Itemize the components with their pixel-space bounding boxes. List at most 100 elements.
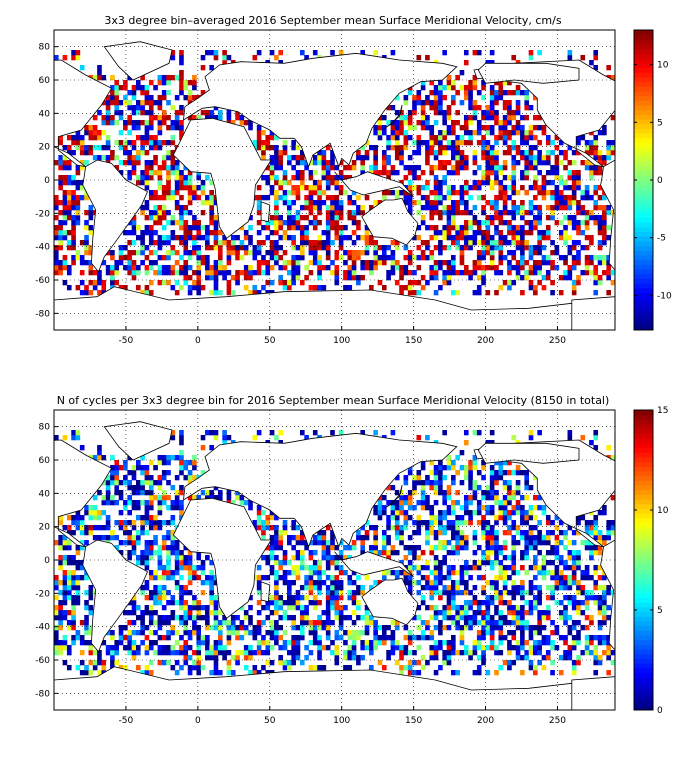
bin-cell [347,255,353,261]
bin-cell [157,500,163,506]
bin-cell [209,265,214,271]
bin-cell [416,255,422,261]
bin-cell [576,240,581,246]
bin-cell [507,100,512,106]
bin-cell [425,115,430,121]
bin-cell [295,245,301,251]
bin-cell [157,485,163,491]
bin-cell [274,165,279,171]
bin-cell [407,670,413,676]
bin-cell [602,225,607,231]
bin-cell [584,265,590,271]
bin-cell [222,275,227,281]
bin-cell [576,560,581,566]
bin-cell [597,595,603,601]
bin-cell [524,495,529,501]
bin-cell [459,190,465,196]
bin-cell [243,500,249,506]
bin-cell [537,185,542,191]
bin-cell [131,540,137,546]
bin-cell [157,95,163,101]
bin-cell [114,85,120,91]
bin-cell [248,645,253,651]
bin-cell [494,645,499,651]
bin-cell [118,170,124,176]
bin-cell [442,495,447,501]
bin-cell [459,85,465,91]
bin-cell [66,540,72,546]
bin-cell [110,465,115,471]
bin-cell [515,275,521,281]
bin-cell [571,200,577,206]
bin-cell [183,555,189,561]
bin-cell [274,595,279,601]
bin-cell [472,540,478,546]
bin-cell [369,525,374,531]
bin-cell [157,520,163,526]
bin-cell [278,185,284,191]
bin-cell [533,665,538,671]
bin-cell [161,545,167,551]
bin-cell [213,220,219,226]
bin-cell [58,160,63,166]
bin-cell [213,230,219,236]
bin-cell [170,535,176,541]
bin-cell [239,240,245,246]
bin-cell [558,190,564,196]
bin-cell [101,660,107,666]
bin-cell [502,530,508,536]
bin-cell [524,155,529,161]
bin-cell [558,255,564,261]
bin-cell [576,210,581,216]
bin-cell [187,605,193,611]
bin-cell [416,580,422,586]
bin-cell [157,560,163,566]
bin-cell [386,120,391,126]
bin-cell [148,595,154,601]
bin-cell [118,630,124,636]
bin-cell [282,175,288,181]
bin-cell [347,235,353,241]
bin-cell [502,660,508,666]
bin-cell [179,135,184,141]
bin-cell [502,280,508,286]
bin-cell [269,550,275,556]
bin-cell [140,75,145,81]
bin-cell [75,145,81,151]
bin-cell [62,540,68,546]
bin-cell [330,530,335,536]
bin-cell [420,500,426,506]
bin-cell [541,665,547,671]
bin-cell [571,540,577,546]
bin-cell [554,250,560,256]
bin-cell [282,630,288,636]
bin-cell [274,240,279,246]
bin-cell [533,605,538,611]
bin-cell [580,220,586,226]
bin-cell [179,590,184,596]
bin-cell [602,510,607,516]
bin-cell [498,595,504,601]
bin-cell [476,255,482,261]
bin-cell [278,275,284,281]
bin-cell [507,495,512,501]
bin-cell [412,255,417,261]
bin-cell [256,145,262,151]
colorbar-segment [634,301,653,308]
bin-cell [429,250,435,256]
bin-cell [515,510,521,516]
bin-cell [520,140,525,146]
bin-cell [425,525,430,531]
bin-cell [511,165,517,171]
bin-cell [425,280,430,286]
bin-cell [261,195,266,201]
bin-cell [338,555,344,561]
bin-cell [489,185,495,191]
bin-cell [325,180,331,186]
bin-cell [528,285,534,291]
bin-cell [610,280,616,286]
bin-cell [455,205,460,211]
bin-cell [161,95,167,101]
bin-cell [179,70,184,76]
bin-cell [394,110,400,116]
